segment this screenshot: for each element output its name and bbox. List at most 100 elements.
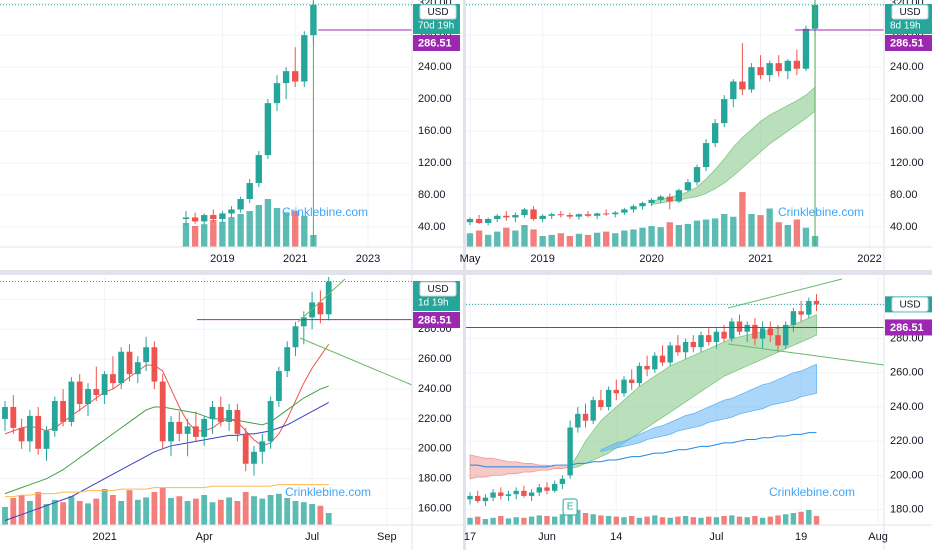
candle-body (603, 213, 610, 215)
volume-bar (813, 516, 820, 525)
volume-bar (721, 214, 728, 247)
volume-bar (475, 516, 481, 525)
candle-body (475, 219, 483, 224)
candle-body (802, 28, 810, 69)
volume-bar (644, 516, 650, 525)
candle-body (693, 167, 701, 183)
candle-body (292, 326, 299, 348)
x-tick-label: 14 (610, 531, 622, 543)
volume-bar (767, 516, 773, 525)
candle-body (255, 155, 262, 184)
watermark: Crinklebine.com (282, 205, 368, 219)
x-tick-label: Jul (305, 531, 319, 543)
candle-body (143, 347, 150, 363)
candle-body (118, 351, 125, 384)
volume-bar (521, 517, 527, 525)
volume-bar (766, 208, 773, 247)
volume-bar (530, 229, 537, 247)
candle-body (151, 347, 158, 382)
volume-bar (109, 495, 116, 525)
volume-bar (559, 514, 566, 525)
volume-bar (790, 513, 797, 525)
candle-body (182, 217, 190, 220)
volume-bar (675, 516, 681, 525)
volume-bar (544, 516, 550, 525)
volume-bar (536, 515, 542, 525)
y-tick-label: 220.00 (418, 413, 452, 425)
candle-body (210, 215, 217, 220)
volume-bar (721, 516, 727, 525)
candle-body (621, 209, 628, 213)
trend-line (299, 337, 413, 386)
x-tick-label: 19 (795, 531, 807, 543)
countdown: 70d 19h (418, 21, 454, 32)
candle-body (566, 215, 574, 217)
volume-bar (234, 501, 241, 525)
volume-bar (630, 229, 637, 247)
volume-bar (605, 516, 612, 525)
candle-body (242, 433, 249, 464)
y-tick-label: 240.00 (418, 383, 452, 395)
candle-body (759, 328, 766, 339)
candle-body (282, 71, 290, 84)
y-tick-label: 80.00 (890, 189, 918, 201)
volume-bar (309, 504, 316, 525)
candle-body (482, 497, 489, 502)
candle-body (76, 381, 83, 404)
candle-body (237, 199, 244, 210)
candle-body (544, 487, 550, 491)
y-tick-label: 240.00 (890, 401, 924, 413)
volume-bar (176, 496, 183, 525)
volume-bar (666, 222, 673, 247)
candle-body (612, 212, 619, 215)
x-tick-label: 2023 (356, 253, 380, 265)
y-tick-label: 260.00 (418, 353, 452, 365)
candle-body (475, 495, 481, 502)
volume-bar (126, 490, 133, 525)
volume-bar (711, 218, 719, 247)
candle-body (744, 324, 750, 332)
volume-bar (539, 236, 546, 247)
candle-body (51, 401, 58, 431)
x-tick-label: Jul (709, 531, 723, 543)
candle-body (191, 217, 199, 222)
candle-body (43, 430, 50, 449)
watermark: Crinklebine.com (769, 485, 855, 499)
volume-bar (659, 517, 666, 525)
candle-body (702, 143, 710, 168)
volume-bar (793, 219, 801, 247)
volume-bar (621, 517, 627, 525)
candle-body (159, 381, 166, 442)
y-tick-label: 120.00 (418, 157, 452, 169)
volume-bar (201, 495, 208, 525)
volume-bar (693, 220, 701, 247)
candle-body (467, 495, 473, 500)
candle-body (273, 83, 281, 104)
candle-body (234, 409, 241, 434)
volume-bar (639, 227, 646, 247)
candle-body (490, 492, 496, 498)
candle-body (721, 99, 728, 124)
candle-body (675, 345, 681, 353)
volume-bar (552, 516, 558, 525)
candle-body (552, 483, 558, 491)
volume-bar (192, 498, 199, 525)
candle-body (575, 413, 581, 428)
panel-plot (466, 0, 884, 247)
candle-body (498, 492, 504, 496)
volume-bar (603, 231, 610, 247)
candle-body (201, 418, 208, 437)
volume-bar (498, 516, 504, 525)
price-tag-label: 286.51 (890, 322, 924, 334)
volume-bar (255, 205, 262, 247)
volume-bar (226, 497, 233, 525)
candle-body (301, 35, 308, 82)
candle-body (806, 300, 812, 315)
x-tick-label: 2021 (92, 531, 116, 543)
volume-bar (702, 219, 710, 247)
price-tag-label: 286.51 (418, 314, 452, 326)
volume-bar (484, 234, 492, 247)
candle-body (675, 190, 683, 202)
volume-bar (246, 211, 253, 247)
